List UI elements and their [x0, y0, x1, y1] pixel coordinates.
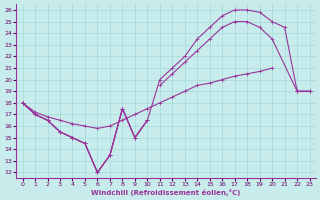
X-axis label: Windchill (Refroidissement éolien,°C): Windchill (Refroidissement éolien,°C)	[92, 189, 241, 196]
